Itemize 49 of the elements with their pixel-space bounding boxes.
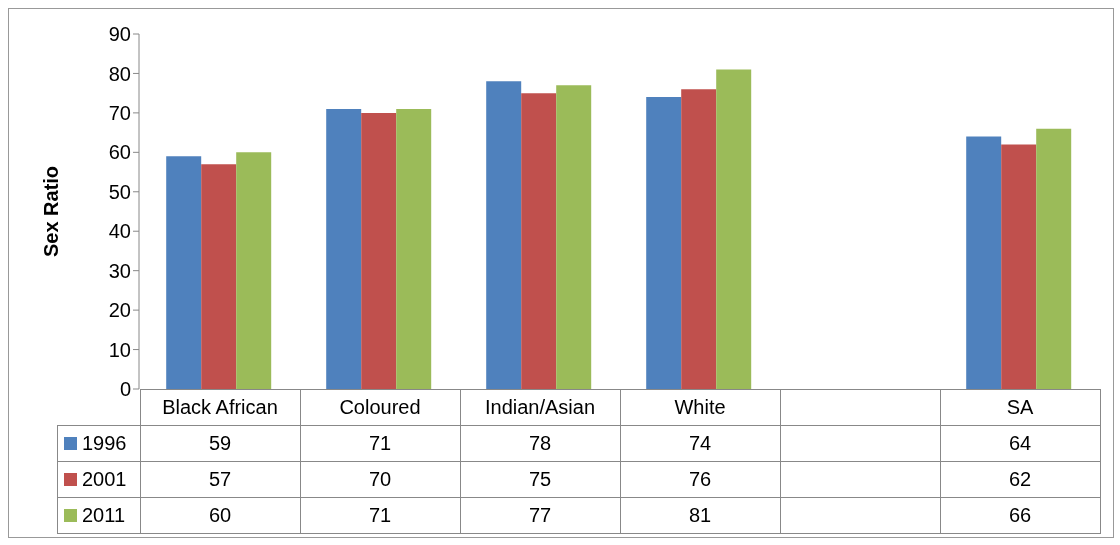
y-tick-label: 10 [108, 338, 131, 361]
bar [201, 164, 237, 389]
data-label: 62 [940, 461, 1100, 498]
bar [396, 108, 432, 389]
bar [1036, 128, 1072, 389]
bar [166, 156, 202, 389]
y-tick-label: 70 [108, 101, 131, 124]
y-tick-label: 80 [108, 62, 131, 85]
data-label: 57 [140, 461, 300, 498]
legend-label: 2011 [57, 497, 140, 534]
data-label: 59 [140, 425, 300, 462]
bar [361, 112, 397, 389]
y-tick-label: 90 [108, 23, 131, 46]
x-tick-label: SA [940, 389, 1100, 426]
bar [681, 89, 717, 389]
bar [716, 69, 752, 389]
legend-label: 1996 [57, 425, 140, 462]
data-label: 60 [140, 497, 300, 534]
bar [521, 93, 557, 389]
data-label: 66 [940, 497, 1100, 534]
bar [646, 97, 682, 389]
y-axis-title: Sex Ratio [40, 165, 63, 258]
data-label: 71 [300, 497, 460, 534]
y-tick-label: 30 [108, 259, 131, 282]
data-label: 64 [940, 425, 1100, 462]
data-label: 75 [460, 461, 620, 498]
x-tick-label: Indian/Asian [460, 389, 620, 426]
data-label: 71 [300, 425, 460, 462]
y-tick-label: 20 [108, 299, 131, 322]
legend-label: 2001 [57, 461, 140, 498]
bar [556, 85, 592, 389]
x-tick-label: Black African [140, 389, 300, 426]
y-tick-label: 60 [108, 141, 131, 164]
y-tick-label: 0 [119, 378, 131, 401]
data-label: 76 [620, 461, 780, 498]
data-label: 74 [620, 425, 780, 462]
y-tick-label: 40 [108, 220, 131, 243]
bar [1001, 144, 1037, 389]
data-label: 70 [300, 461, 460, 498]
data-label: 78 [460, 425, 620, 462]
bar [326, 108, 362, 389]
bar [236, 152, 272, 389]
data-label: 81 [620, 497, 780, 534]
bar [966, 136, 1002, 389]
x-tick-label: White [620, 389, 780, 426]
data-label: 77 [460, 497, 620, 534]
bar [486, 81, 522, 389]
x-tick-label: Coloured [300, 389, 460, 426]
y-tick-label: 50 [108, 180, 131, 203]
